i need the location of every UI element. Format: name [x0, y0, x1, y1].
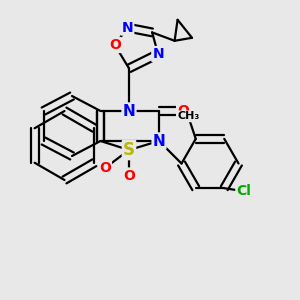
Text: N: N	[123, 103, 135, 118]
Text: O: O	[109, 38, 121, 52]
Text: Cl: Cl	[236, 184, 251, 198]
Text: O: O	[99, 161, 111, 175]
Text: N: N	[122, 21, 133, 34]
Text: CH₃: CH₃	[177, 111, 200, 121]
Text: N: N	[153, 134, 165, 148]
Text: O: O	[123, 169, 135, 182]
Text: N: N	[152, 47, 164, 61]
Text: S: S	[123, 141, 135, 159]
Text: O: O	[177, 104, 189, 118]
